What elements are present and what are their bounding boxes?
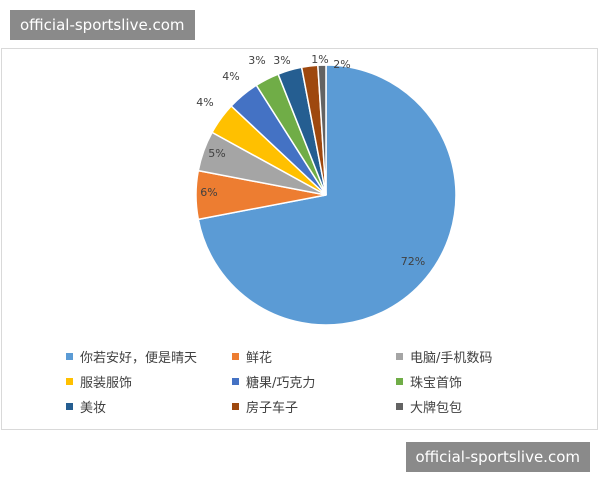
legend-swatch (66, 402, 73, 410)
legend-label: 鲜花 (246, 350, 273, 366)
legend-swatch (232, 402, 239, 410)
legend-item: 你若安好，便是晴天 (66, 347, 198, 366)
legend-item: 珠宝首饰 (396, 372, 463, 391)
legend-item: 大牌包包 (396, 397, 463, 416)
legend-swatch (66, 377, 73, 385)
slice-data-label: 2% (333, 58, 350, 71)
legend-swatch (232, 352, 239, 360)
legend-label: 房子车子 (246, 400, 299, 416)
slice-data-label: 3% (248, 54, 265, 67)
legend-swatch (396, 377, 403, 385)
pie-slice (317, 64, 327, 196)
slice-data-label: 1% (311, 53, 328, 66)
watermark-bottom: official-sportslive.com (405, 442, 590, 472)
legend-swatch (66, 352, 73, 360)
legend-item: 糖果/巧克力 (232, 372, 316, 391)
legend-label: 大牌包包 (410, 400, 463, 416)
legend-label: 服装服饰 (80, 375, 133, 391)
legend-label: 电脑/手机数码 (410, 350, 493, 366)
slice-data-label: 72% (401, 255, 425, 268)
legend-label: 你若安好，便是晴天 (80, 350, 198, 366)
slice-data-label: 6% (200, 186, 217, 199)
legend-item: 美妆 (66, 397, 107, 416)
slice-data-label: 4% (222, 70, 239, 83)
slice-data-label: 5% (208, 147, 225, 160)
slice-data-label: 4% (196, 96, 213, 109)
legend-swatch (396, 402, 403, 410)
legend-swatch (232, 377, 239, 385)
slice-data-label: 3% (273, 54, 290, 67)
legend-label: 美妆 (80, 400, 107, 416)
legend-label: 糖果/巧克力 (246, 375, 316, 391)
pie-slice (197, 64, 457, 326)
legend-label: 珠宝首饰 (410, 375, 463, 391)
legend-item: 鲜花 (232, 347, 273, 366)
watermark-top: official-sportslive.com (10, 10, 195, 40)
legend-swatch (396, 352, 403, 360)
legend-item: 房子车子 (232, 397, 299, 416)
legend-item: 服装服饰 (66, 372, 133, 391)
legend-item: 电脑/手机数码 (396, 347, 493, 366)
